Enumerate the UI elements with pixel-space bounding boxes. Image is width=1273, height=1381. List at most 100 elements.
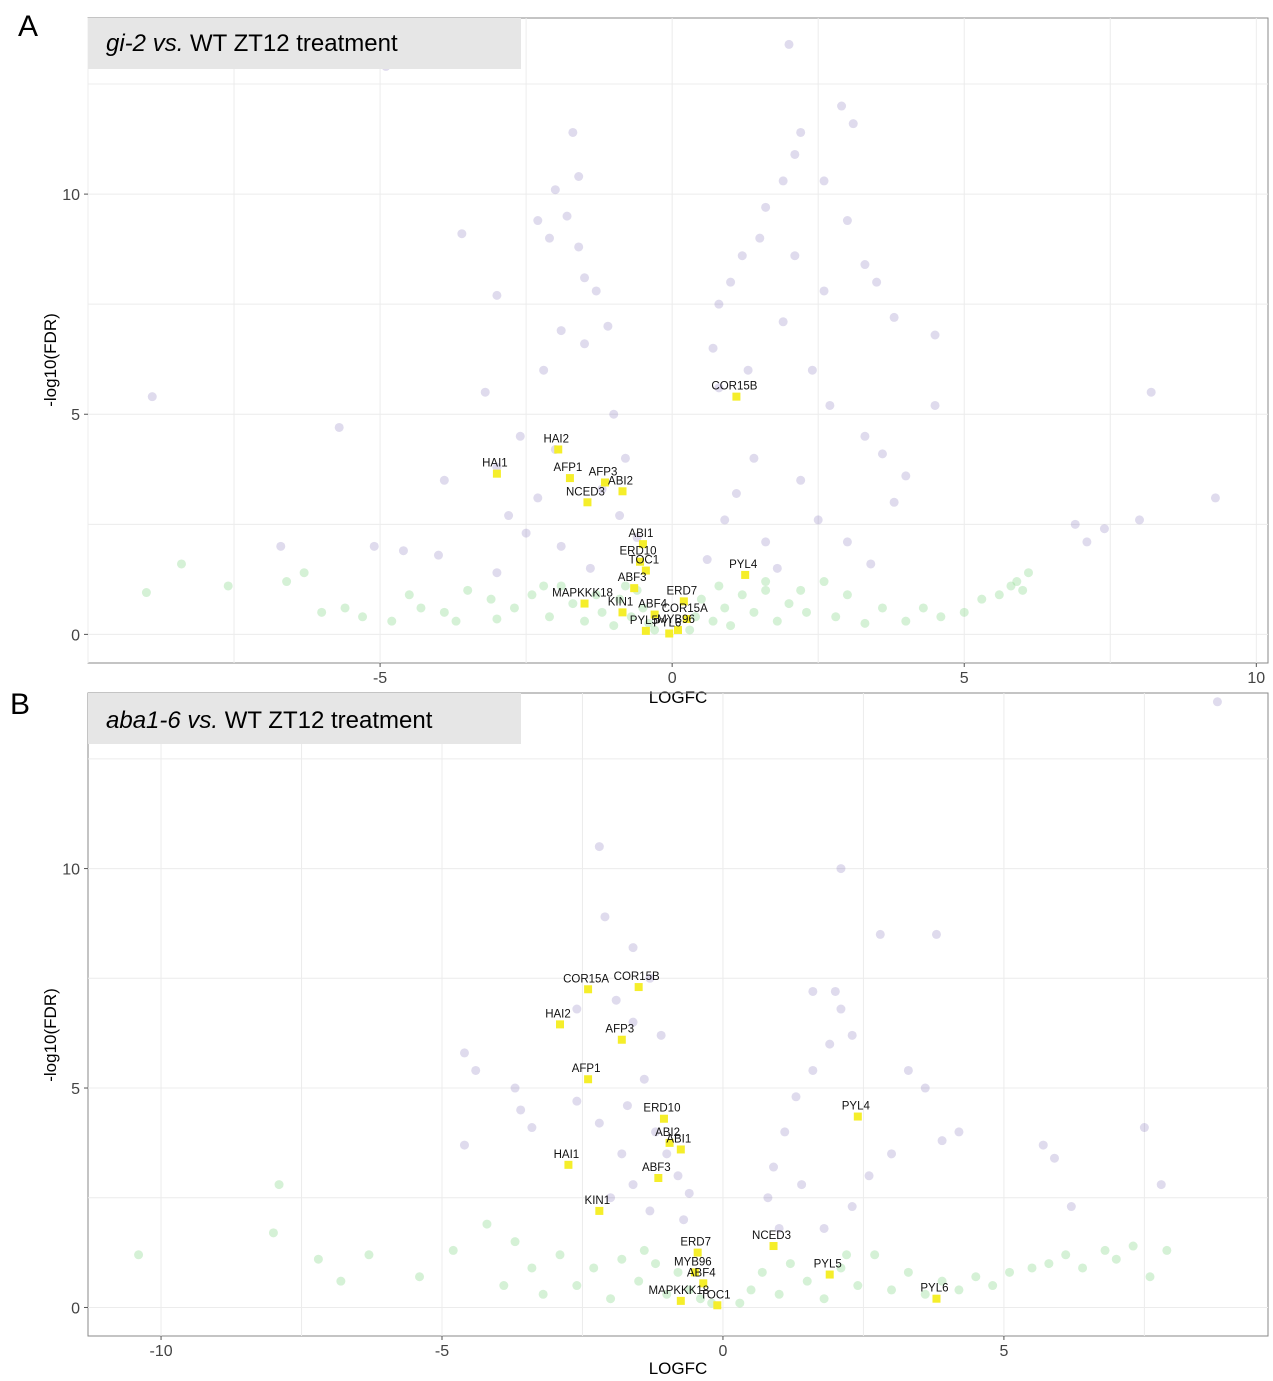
panel-a-point-not-significant (539, 581, 549, 591)
panel-b-gene-marker-abf3 (654, 1173, 663, 1182)
panel-b-point-not-significant (313, 1254, 323, 1264)
panel-a-point-not-significant (784, 599, 794, 609)
panel-b-point-not-significant (651, 1259, 661, 1269)
panel-b-x-tick-label: 5 (999, 1343, 1008, 1360)
panel-a-point-not-significant (620, 581, 630, 591)
panel-b-point-significant (572, 1096, 582, 1106)
panel-a-point-not-significant (1023, 568, 1033, 578)
panel-a-point-significant (720, 515, 730, 525)
panel-a-point-significant (369, 541, 379, 551)
panel-a-point-not-significant (936, 612, 946, 622)
panel-a-x-axis-label: LOGFC (649, 688, 708, 707)
panel-b-point-not-significant (510, 1237, 520, 1247)
panel-b-point-not-significant (684, 1285, 694, 1295)
panel-a-point-significant (585, 563, 595, 573)
panel-a-gene-label-afp3: AFP3 (589, 466, 618, 478)
panel-b-point-not-significant (448, 1245, 458, 1255)
panel-b-point-significant (808, 986, 818, 996)
panel-a-title: gi-2 vs. WT ZT12 treatment (106, 30, 398, 57)
panel-b-point-significant (931, 929, 941, 939)
panel-b-point-not-significant (634, 1276, 644, 1286)
panel-b-point-significant (797, 1180, 807, 1190)
panel-a-point-significant (562, 211, 572, 221)
panel-b-point-significant (875, 929, 885, 939)
panel-b-point-not-significant (746, 1285, 756, 1295)
panel-b-point-not-significant (572, 1281, 582, 1291)
panel-b-nonsignificant-points (134, 1180, 1172, 1308)
panel-a-point-significant (761, 202, 771, 212)
panel-a-point-significant (580, 339, 590, 349)
panel-a-point-not-significant (486, 594, 496, 604)
panel-b-gene-label-erd10: ERD10 (643, 1103, 680, 1115)
panel-a-gene-label-kin1: KIN1 (608, 596, 634, 608)
panel-b-gene-label-myb96: MYB96 (674, 1256, 712, 1268)
panel-b-point-not-significant (785, 1259, 795, 1269)
panel-b-point-significant (836, 1004, 846, 1014)
panel-a-point-not-significant (176, 559, 186, 569)
panel-b-point-significant (937, 1136, 947, 1146)
panel-a-point-significant (755, 233, 765, 243)
panel-a-point-not-significant (1006, 581, 1016, 591)
panel-a-point-significant (492, 462, 502, 472)
panel-b-gene-label-pyl5: PYL5 (814, 1259, 842, 1271)
panel-b-point-significant (594, 1118, 604, 1128)
panel-a-gene-marker-erd10 (636, 557, 645, 566)
panel-b-point-not-significant (920, 1289, 930, 1299)
panel-a-point-significant (761, 537, 771, 547)
panel-b-point-significant (628, 1180, 638, 1190)
panel-a-point-significant (889, 312, 899, 322)
panel-a-point-significant (492, 568, 502, 578)
panel-a-title-italic: gi-2 vs. (106, 30, 183, 57)
panel-a-point-not-significant (509, 603, 519, 613)
panel-b-point-not-significant (1128, 1241, 1138, 1251)
panel-b-point-not-significant (887, 1285, 897, 1295)
panel-a-point-not-significant (720, 603, 730, 613)
panel-b-title-italic: aba1-6 vs. (106, 707, 218, 734)
panel-a-point-significant (1099, 524, 1109, 534)
panel-a-point-not-significant (223, 581, 233, 591)
panel-a-point-not-significant (842, 590, 852, 600)
panel-b-gene-label-mapkkk18: MAPKKK18 (648, 1285, 709, 1297)
panel-a-point-not-significant (685, 625, 695, 635)
panel-b-gene-marker-nced3 (769, 1242, 778, 1251)
panel-b-gene-marker-abf4 (699, 1279, 708, 1288)
panel-a-gene-label-toc1: TOC1 (629, 555, 659, 567)
panel-a-x-tick-label: 10 (1247, 670, 1265, 687)
panel-b-point-not-significant (1111, 1254, 1121, 1264)
panel-a-point-significant (860, 431, 870, 441)
panel-a-gene-marker-cor15a (682, 614, 691, 623)
panel-b-point-significant (847, 1030, 857, 1040)
panel-a-point-not-significant (358, 612, 368, 622)
panel-b-point-significant (1156, 1180, 1166, 1190)
panel-a-gene-label-hai2: HAI2 (543, 433, 569, 445)
panel-a-point-significant (591, 286, 601, 296)
panel-a-gene-label-abf3: ABF3 (618, 572, 647, 584)
panel-a-title-plain: WT ZT12 treatment (183, 30, 398, 57)
panel-a-point-significant (842, 216, 852, 226)
panel-a-point-significant (609, 409, 619, 419)
panel-a-point-significant (480, 387, 490, 397)
panel-a-x-tick-label: 5 (960, 670, 969, 687)
panel-b-point-significant (769, 1162, 779, 1172)
panel-b-gene-label-erd7: ERD7 (680, 1237, 711, 1249)
panel-a-point-not-significant (772, 616, 782, 626)
panel-a-gene-marker-hai2 (554, 445, 563, 454)
panel-a-point-significant (398, 546, 408, 556)
panel-a-point-not-significant (691, 612, 701, 622)
panel-b-point-significant (527, 1123, 537, 1133)
panel-b-point-significant (847, 1202, 857, 1212)
panel-b-point-significant (572, 1004, 582, 1014)
panel-b-point-not-significant (134, 1250, 144, 1260)
panel-b-point-significant (639, 1074, 649, 1084)
panel-a-gene-marker-afp3 (600, 478, 609, 487)
panel-a-point-significant (556, 541, 566, 551)
panel-a-point-significant (457, 229, 467, 239)
panel-b-point-significant (864, 1171, 874, 1181)
panel-a-point-not-significant (877, 603, 887, 613)
panel-b-point-not-significant (662, 1289, 672, 1299)
panel-a-point-significant (778, 317, 788, 327)
panel-b-point-significant (628, 1017, 638, 1027)
panel-a-point-not-significant (1018, 585, 1028, 595)
